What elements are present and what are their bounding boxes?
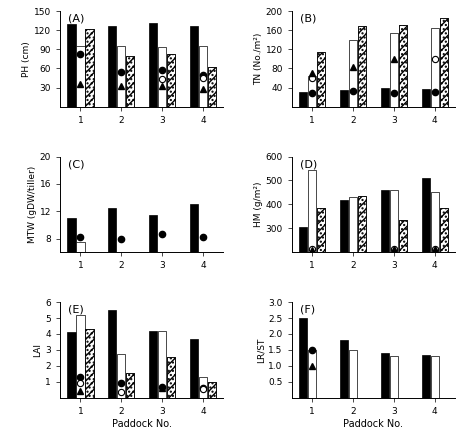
Text: (E): (E) bbox=[68, 305, 84, 315]
Text: (D): (D) bbox=[300, 160, 317, 169]
Bar bbox=[358, 27, 366, 107]
Bar bbox=[431, 28, 439, 107]
Bar bbox=[439, 208, 448, 252]
Bar bbox=[85, 29, 94, 107]
Bar bbox=[126, 56, 134, 107]
Bar bbox=[340, 90, 348, 107]
Bar bbox=[358, 196, 366, 252]
Bar bbox=[299, 318, 307, 398]
Bar bbox=[349, 40, 357, 107]
Bar bbox=[108, 208, 116, 252]
Bar bbox=[76, 242, 85, 252]
Bar bbox=[381, 353, 389, 398]
Bar bbox=[117, 354, 125, 398]
Bar bbox=[208, 382, 216, 398]
Bar bbox=[308, 350, 316, 398]
Bar bbox=[340, 200, 348, 252]
Bar bbox=[390, 356, 398, 398]
Bar bbox=[126, 373, 134, 398]
Bar bbox=[399, 25, 407, 107]
Bar bbox=[317, 208, 325, 252]
Y-axis label: MTW (gDW/tiller): MTW (gDW/tiller) bbox=[28, 166, 37, 243]
Bar bbox=[167, 54, 175, 107]
Bar bbox=[67, 218, 76, 252]
Text: (B): (B) bbox=[300, 14, 316, 24]
Bar bbox=[167, 54, 175, 107]
Bar bbox=[158, 331, 166, 398]
Bar bbox=[421, 178, 430, 252]
Y-axis label: LAI: LAI bbox=[34, 343, 43, 357]
Bar bbox=[439, 18, 448, 107]
Bar bbox=[85, 29, 94, 107]
Bar bbox=[399, 25, 407, 107]
Bar bbox=[190, 204, 198, 252]
Bar bbox=[340, 340, 348, 398]
Text: (A): (A) bbox=[68, 14, 85, 24]
Bar bbox=[308, 76, 316, 107]
Bar bbox=[358, 196, 366, 252]
Bar bbox=[349, 197, 357, 252]
Bar bbox=[149, 23, 157, 107]
Bar bbox=[208, 67, 216, 107]
Bar bbox=[199, 377, 207, 398]
Bar bbox=[199, 46, 207, 107]
X-axis label: Paddock No.: Paddock No. bbox=[112, 419, 172, 429]
Bar bbox=[421, 88, 430, 107]
Bar bbox=[149, 215, 157, 252]
Bar bbox=[299, 92, 307, 107]
Bar bbox=[317, 208, 325, 252]
Bar bbox=[299, 227, 307, 252]
Bar bbox=[67, 332, 76, 398]
Bar bbox=[76, 46, 85, 107]
Bar bbox=[381, 88, 389, 107]
Text: (F): (F) bbox=[300, 305, 315, 315]
Bar bbox=[190, 27, 198, 107]
Bar bbox=[308, 170, 316, 252]
Bar bbox=[85, 329, 94, 398]
Bar bbox=[439, 18, 448, 107]
Bar bbox=[399, 220, 407, 252]
Bar bbox=[358, 27, 366, 107]
Bar bbox=[108, 310, 116, 398]
Bar bbox=[317, 52, 325, 107]
Bar bbox=[67, 24, 76, 107]
Y-axis label: HM (g/m²): HM (g/m²) bbox=[254, 182, 263, 227]
Y-axis label: TN (No./m²): TN (No./m²) bbox=[254, 33, 263, 85]
Bar bbox=[439, 208, 448, 252]
Bar bbox=[421, 355, 430, 398]
Bar bbox=[399, 220, 407, 252]
Bar bbox=[117, 46, 125, 107]
Bar bbox=[85, 329, 94, 398]
Bar bbox=[149, 331, 157, 398]
Bar bbox=[126, 373, 134, 398]
Bar bbox=[190, 339, 198, 398]
Bar bbox=[431, 356, 439, 398]
Bar bbox=[317, 52, 325, 107]
Bar bbox=[208, 382, 216, 398]
Bar bbox=[390, 33, 398, 107]
Y-axis label: LR/ST: LR/ST bbox=[257, 337, 266, 362]
Bar bbox=[126, 56, 134, 107]
X-axis label: Paddock No.: Paddock No. bbox=[343, 419, 403, 429]
Bar bbox=[76, 315, 85, 398]
Bar bbox=[158, 47, 166, 107]
Y-axis label: PH (cm): PH (cm) bbox=[22, 41, 31, 77]
Bar bbox=[431, 192, 439, 252]
Bar bbox=[390, 190, 398, 252]
Bar bbox=[208, 67, 216, 107]
Bar bbox=[108, 26, 116, 107]
Bar bbox=[349, 350, 357, 398]
Text: (C): (C) bbox=[68, 160, 85, 169]
Bar bbox=[167, 357, 175, 398]
Bar bbox=[381, 190, 389, 252]
Bar bbox=[167, 357, 175, 398]
